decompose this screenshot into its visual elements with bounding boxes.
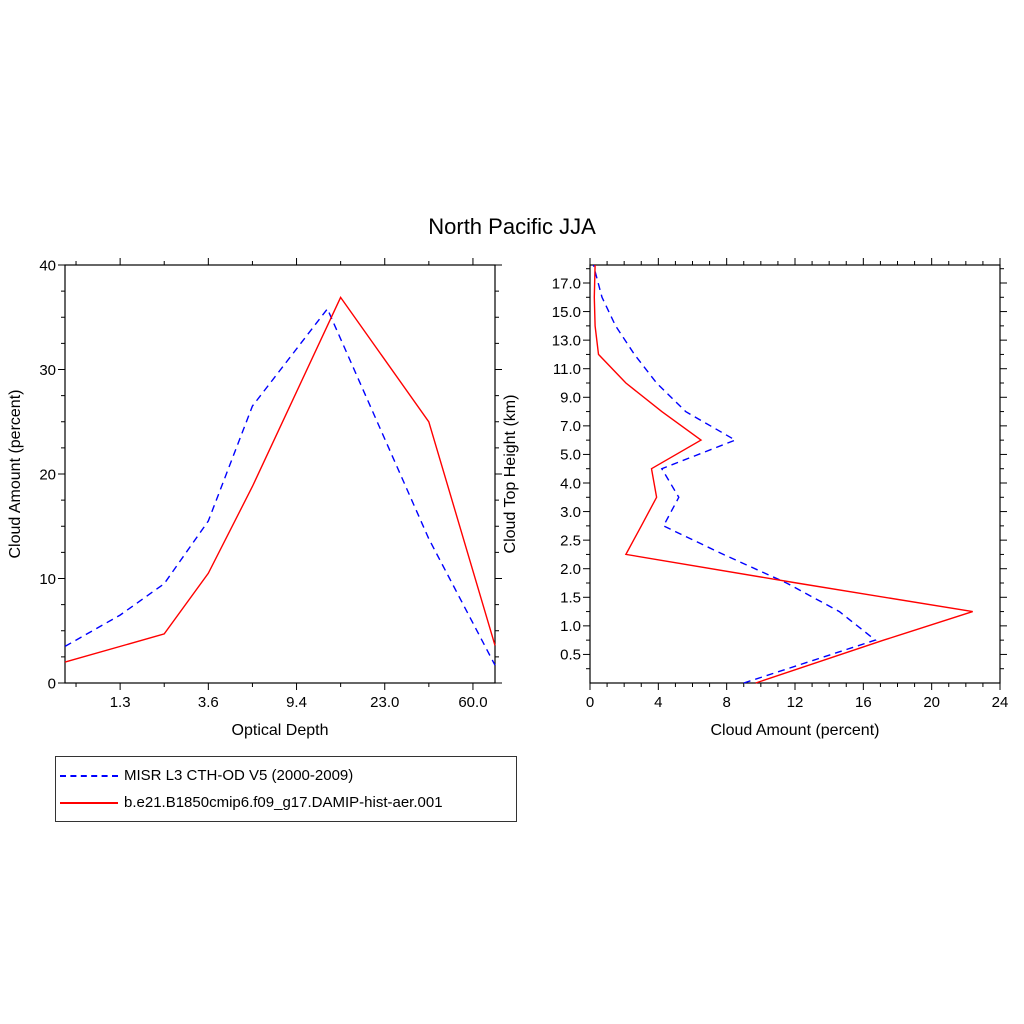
series-line bbox=[592, 264, 877, 684]
y-tick-label: 1.5 bbox=[560, 590, 581, 607]
y-tick-label: 1.0 bbox=[560, 618, 581, 635]
axes-frame bbox=[64, 264, 496, 684]
x-tick-label: 9.4 bbox=[286, 694, 307, 711]
x-tick-label: 3.6 bbox=[198, 694, 219, 711]
right-xaxis-title: Cloud Amount (percent) bbox=[710, 722, 880, 739]
y-tick-label: 11.0 bbox=[553, 361, 581, 378]
legend-item-model: b.e21.B1850cmip6.f09_g17.DAMIP-hist-aer.… bbox=[60, 789, 516, 816]
x-tick-label: 24 bbox=[992, 694, 1009, 711]
x-tick-label: 16 bbox=[855, 694, 872, 711]
legend-solid-line-sample bbox=[60, 801, 118, 804]
y-tick-label: 0 bbox=[48, 675, 56, 692]
left-yaxis-title: Cloud Amount (percent) bbox=[7, 389, 24, 559]
y-tick-label: 5.0 bbox=[560, 447, 581, 464]
legend: MISR L3 CTH-OD V5 (2000-2009) b.e21.B185… bbox=[55, 756, 517, 822]
legend-label-model: b.e21.B1850cmip6.f09_g17.DAMIP-hist-aer.… bbox=[124, 794, 443, 811]
series-line bbox=[64, 307, 496, 666]
y-tick-label: 9.0 bbox=[560, 390, 581, 407]
y-tick-label: 2.0 bbox=[560, 561, 581, 578]
right-yaxis-title: Cloud Top Height (km) bbox=[502, 394, 519, 554]
y-tick-label: 4.0 bbox=[560, 475, 581, 492]
legend-item-misr: MISR L3 CTH-OD V5 (2000-2009) bbox=[60, 762, 516, 789]
y-tick-label: 30 bbox=[39, 362, 56, 379]
y-tick-label: 15.0 bbox=[552, 304, 581, 321]
x-tick-label: 23.0 bbox=[370, 694, 399, 711]
left-xaxis-title: Optical Depth bbox=[231, 722, 329, 739]
series-line bbox=[64, 296, 496, 663]
x-tick-label: 0 bbox=[586, 694, 594, 711]
chart-title: North Pacific JJA bbox=[428, 214, 596, 239]
y-tick-label: 40 bbox=[39, 257, 56, 274]
legend-label-misr: MISR L3 CTH-OD V5 (2000-2009) bbox=[124, 767, 354, 784]
x-tick-label: 8 bbox=[722, 694, 730, 711]
x-tick-label: 4 bbox=[654, 694, 662, 711]
y-tick-label: 20 bbox=[39, 466, 56, 483]
legend-dashed-line-sample bbox=[60, 774, 118, 777]
y-tick-label: 17.0 bbox=[552, 275, 581, 292]
x-tick-label: 20 bbox=[923, 694, 940, 711]
y-tick-label: 2.5 bbox=[560, 532, 581, 549]
series-line bbox=[593, 264, 973, 684]
y-tick-label: 13.0 bbox=[552, 332, 581, 349]
x-tick-label: 60.0 bbox=[458, 694, 487, 711]
y-tick-label: 0.5 bbox=[560, 647, 581, 664]
y-tick-label: 10 bbox=[39, 571, 56, 588]
x-tick-label: 12 bbox=[787, 694, 804, 711]
y-tick-label: 3.0 bbox=[560, 504, 581, 521]
y-tick-label: 7.0 bbox=[560, 418, 581, 435]
x-tick-label: 1.3 bbox=[110, 694, 131, 711]
axes-frame bbox=[589, 264, 1001, 684]
